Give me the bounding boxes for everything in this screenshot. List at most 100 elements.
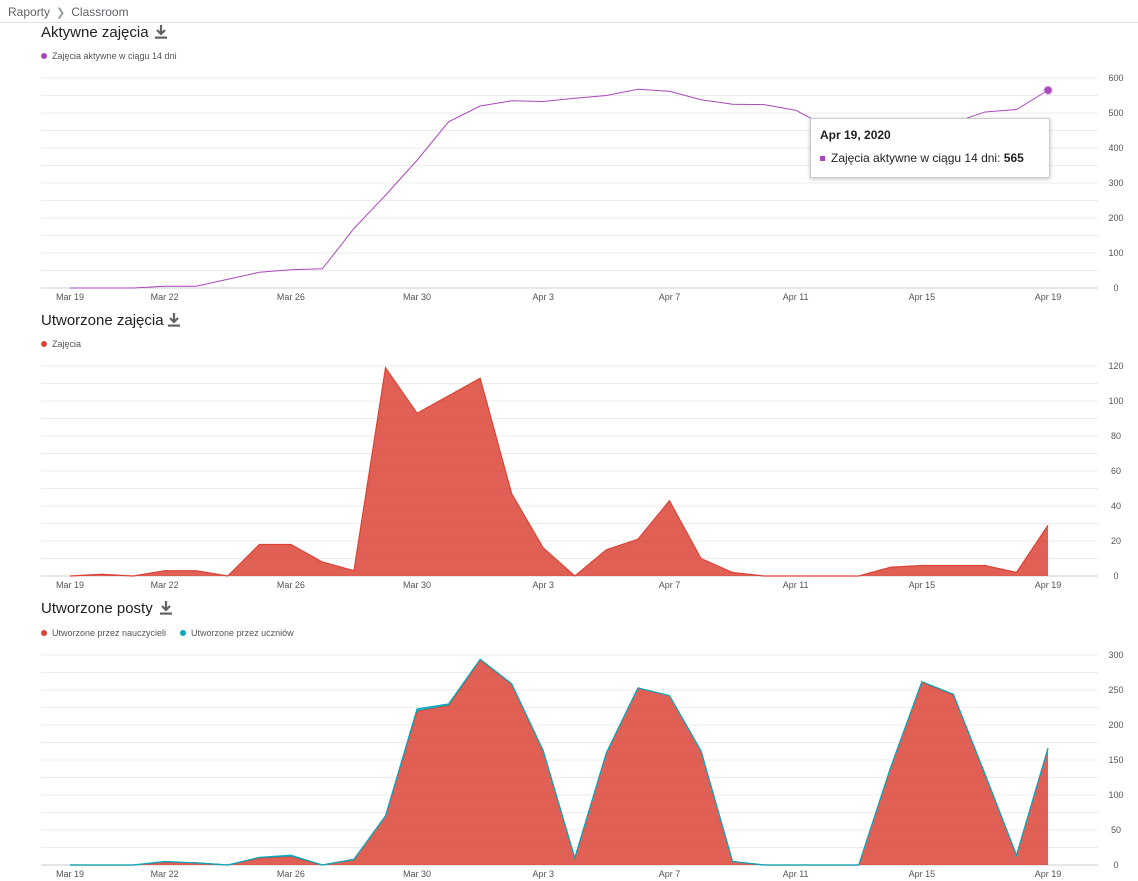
data-point — [763, 103, 765, 105]
data-point — [605, 549, 607, 551]
y-tick-label: 0 — [1113, 283, 1118, 293]
data-point — [668, 695, 670, 697]
series-area — [70, 659, 1049, 865]
legend-label: Utworzone przez uczniów — [191, 628, 294, 638]
series-line — [70, 658, 1049, 866]
x-tick-label: Mar 30 — [403, 580, 431, 590]
y-tick-label: 500 — [1108, 108, 1123, 118]
tooltip-value: 565 — [1003, 151, 1024, 165]
data-point — [195, 570, 197, 572]
y-tick-label: 300 — [1108, 178, 1123, 188]
data-point — [668, 500, 670, 502]
data-point — [290, 854, 292, 856]
data-point — [795, 864, 797, 866]
data-point — [637, 88, 639, 90]
data-point — [321, 864, 323, 866]
download-icon[interactable] — [154, 24, 168, 40]
data-point — [258, 544, 260, 546]
chart-created-posts[interactable]: 0 50 100 150 200 250 300 Mar 19 Mar 22 Mar 26 Mar … — [0, 637, 1138, 881]
data-point — [290, 544, 292, 546]
legend-label: Zajęcia — [52, 339, 82, 349]
data-point — [353, 858, 355, 860]
legend-dot-icon — [41, 630, 47, 636]
x-tick-label: Apr 7 — [659, 292, 681, 302]
data-point — [574, 857, 576, 859]
data-point — [889, 767, 891, 769]
data-point — [605, 752, 607, 754]
x-tick-label: Mar 19 — [56, 292, 84, 302]
data-point — [700, 558, 702, 560]
y-tick-label: 0 — [1113, 860, 1118, 870]
data-point — [826, 575, 828, 577]
legend-label: Utworzone przez nauczycieli — [52, 628, 167, 638]
y-tick-label: 20 — [1111, 536, 1121, 546]
data-point — [700, 99, 702, 101]
data-point — [921, 565, 923, 567]
data-point — [668, 90, 670, 92]
x-tick-label: Apr 3 — [532, 869, 554, 879]
data-point — [385, 367, 387, 369]
download-icon[interactable] — [167, 312, 181, 328]
data-point — [637, 687, 639, 689]
breadcrumb-current: Classroom — [71, 5, 129, 19]
data-point — [542, 547, 544, 549]
tooltip-label: Zajęcia aktywne w ciągu 14 dni: 565 — [831, 151, 1024, 165]
x-tick-label: Apr 3 — [532, 580, 554, 590]
data-point — [164, 570, 166, 572]
tooltip-date: Apr 19, 2020 — [820, 128, 891, 142]
y-tick-label: 40 — [1111, 501, 1121, 511]
data-point — [732, 861, 734, 863]
x-tick-label: Apr 19 — [1035, 869, 1062, 879]
data-point — [511, 493, 513, 495]
x-tick-label: Apr 15 — [909, 580, 936, 590]
y-tick-label: 300 — [1108, 650, 1123, 660]
data-point — [1047, 747, 1049, 749]
data-point — [385, 815, 387, 817]
data-point — [479, 658, 481, 660]
chart-title-created: Utworzone zajęcia — [41, 312, 164, 329]
legend-item-students: Utworzone przez uczniów — [180, 628, 294, 638]
legend-posts: Utworzone przez nauczycieli Utworzone pr… — [41, 628, 294, 638]
data-point — [384, 194, 386, 196]
data-point — [69, 575, 71, 577]
y-tick-label: 50 — [1111, 825, 1121, 835]
download-icon[interactable] — [159, 600, 173, 616]
series-line — [69, 366, 1049, 577]
data-point — [511, 100, 513, 102]
chart-title-active: Aktywne zajęcia — [41, 24, 149, 41]
x-tick-label: Mar 22 — [151, 580, 179, 590]
y-tick-label: 100 — [1108, 790, 1123, 800]
data-point — [195, 285, 197, 287]
x-tick-label: Mar 26 — [277, 580, 305, 590]
data-point — [605, 94, 607, 96]
data-point — [195, 862, 197, 864]
chart-created-classes[interactable]: 0 20 40 60 80 100 120 Mar 19 Mar 22 Mar 26 Mar 30 A… — [0, 348, 1138, 593]
data-point — [227, 864, 229, 866]
data-point — [889, 566, 891, 568]
data-point — [132, 864, 134, 866]
y-tick-label: 100 — [1108, 248, 1123, 258]
data-point — [479, 105, 481, 107]
data-point — [101, 573, 103, 575]
data-point — [732, 572, 734, 574]
x-tick-label: Mar 26 — [277, 292, 305, 302]
breadcrumb-root[interactable]: Raporty — [8, 5, 51, 19]
data-point — [921, 681, 923, 683]
x-tick-label: Apr 7 — [659, 580, 681, 590]
y-tick-label: 600 — [1108, 73, 1123, 83]
legend-active: Zajęcia aktywne w ciągu 14 dni — [41, 51, 177, 61]
x-tick-label: Apr 15 — [909, 292, 936, 302]
data-point — [227, 575, 229, 577]
breadcrumb-separator-icon: ❯ — [56, 6, 66, 19]
data-point — [416, 412, 418, 414]
data-point — [952, 693, 954, 695]
x-tick-label: Mar 19 — [56, 580, 84, 590]
data-point — [416, 708, 418, 710]
data-point — [1016, 854, 1018, 856]
data-point — [858, 864, 860, 866]
data-point — [1047, 524, 1049, 526]
series-area — [70, 367, 1049, 576]
chart-active-classes[interactable]: 0 100 200 300 400 500 600 Mar 19 Mar 22 Mar 26 Mar… — [0, 60, 1138, 305]
y-tick-label: 400 — [1108, 143, 1123, 153]
breadcrumb: Raporty ❯ Classroom — [8, 2, 129, 22]
